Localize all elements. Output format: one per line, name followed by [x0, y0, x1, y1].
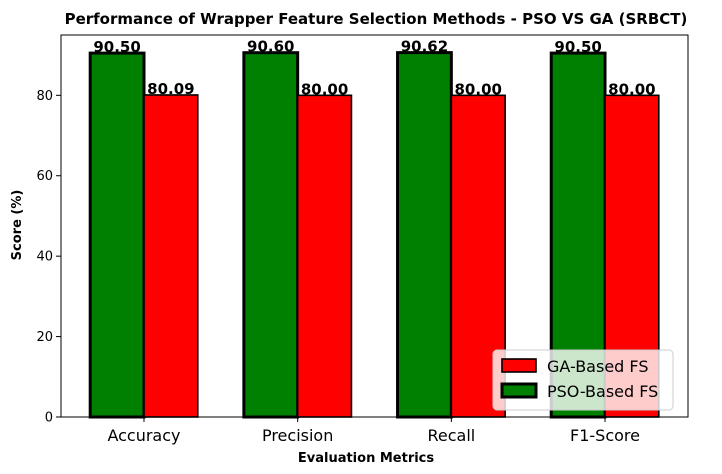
legend-label-pso: PSO-Based FS — [547, 382, 658, 401]
plot-area: 90.50 90.60 90.62 90.50 80.09 80.00 80.00 80.00… — [36, 34, 689, 445]
data-label: 90.50 — [93, 38, 140, 56]
x-tick-label: F1-Score — [570, 426, 640, 445]
bar-pso-accuracy — [88, 51, 146, 419]
y-tick-label: 80 — [36, 89, 53, 104]
bar-pso-precision — [242, 51, 300, 419]
data-label: 80.00 — [608, 80, 655, 98]
data-label: 90.50 — [554, 38, 601, 56]
legend-label-ga: GA-Based FS — [547, 357, 648, 376]
legend-box — [492, 349, 674, 411]
data-label: 90.60 — [247, 38, 294, 56]
y-tick-label: 20 — [36, 330, 53, 345]
legend-swatch-ga — [501, 358, 537, 373]
legend: GA-Based FS PSO-Based FS — [492, 349, 674, 411]
y-tick-label: 0 — [45, 411, 53, 426]
x-tick-label: Accuracy — [107, 426, 180, 445]
legend-swatch-pso — [500, 382, 538, 399]
y-tick-label: 60 — [36, 169, 53, 184]
data-label: 80.09 — [147, 80, 194, 98]
data-label: 80.00 — [301, 80, 348, 98]
y-tick-label: 40 — [36, 250, 53, 265]
x-axis-label: Evaluation Metrics — [298, 451, 435, 466]
data-label: 80.00 — [455, 80, 502, 98]
chart-title: Performance of Wrapper Feature Selection… — [65, 10, 688, 28]
bar-ga-accuracy — [143, 94, 199, 418]
y-axis-label: Score (%) — [10, 190, 25, 261]
data-label: 90.62 — [401, 38, 448, 56]
x-tick-label: Recall — [427, 426, 475, 445]
plot-frame — [60, 34, 689, 418]
x-tick-label: Precision — [262, 426, 333, 445]
bar-ga-precision — [296, 94, 353, 418]
bar-pso-recall — [396, 51, 453, 419]
